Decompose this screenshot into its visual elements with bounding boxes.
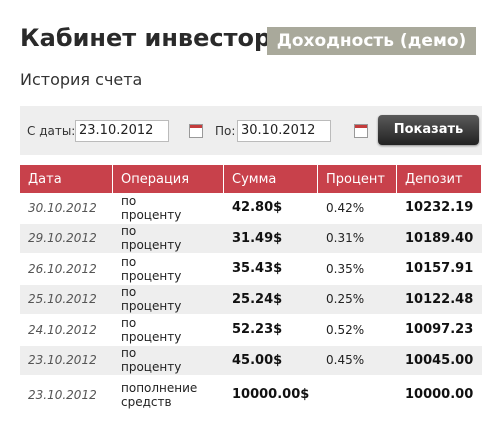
deposit-cell: 10157.91 [405,261,474,277]
deposit-cell: 10045.00 [405,352,474,368]
deposit-cell: 10097.23 [405,322,474,338]
page-title: Кабинет инвестора [20,24,288,52]
percent-cell: 0.42% [326,200,365,215]
operation-cell: по проценту [121,285,182,314]
calendar-icon[interactable] [189,124,203,138]
amount-cell: 42.80$ [232,200,283,216]
show-button[interactable]: Показать [378,115,479,145]
column-header: Процент [318,165,397,193]
deposit-cell: 10232.19 [405,200,474,216]
table-row: 23.10.2012 пополнение средств 10000.00$ 100… [20,376,482,413]
date-cell: 23.10.2012 [28,387,97,402]
table-row: 26.10.2012 по проценту 35.43$ 0.35% 10157.91 [20,254,482,285]
column-header: Сумма [224,165,318,193]
operation-cell: по проценту [121,193,182,222]
deposit-cell: 10000.00 [405,387,474,402]
table-row: 30.10.2012 по проценту 42.80$ 0.42% 10232.19 [20,193,482,224]
date-cell: 29.10.2012 [28,231,97,246]
to-input[interactable]: 30.10.2012 [237,120,331,142]
date-cell: 24.10.2012 [28,322,97,337]
amount-cell: 25.24$ [232,291,283,307]
amount-cell: 45.00$ [232,352,283,368]
column-header: Дата [20,165,113,193]
table-row: 23.10.2012 по проценту 45.00$ 0.45% 10045.00 [20,345,482,376]
date-cell: 23.10.2012 [28,353,97,368]
amount-cell: 52.23$ [232,322,283,338]
date-cell: 30.10.2012 [28,200,97,215]
from-label: С даты: [27,124,76,138]
section-title: История счета [20,70,143,89]
percent-cell: 0.35% [326,261,365,276]
percent-cell: 0.31% [326,231,365,246]
operation-cell: по проценту [121,346,182,375]
amount-cell: 31.49$ [232,230,283,246]
mode-badge[interactable]: Доходность (демо) [267,27,476,55]
column-header: Депозит [397,165,482,193]
percent-cell: 0.52% [326,322,365,337]
table-row: 29.10.2012 по проценту 31.49$ 0.31% 10189.40 [20,223,482,254]
percent-cell: 0.45% [326,353,365,368]
date-cell: 26.10.2012 [28,261,97,276]
amount-cell: 35.43$ [232,261,283,277]
column-header: Операция [113,165,224,193]
to-label: По: [215,124,236,138]
percent-cell: 0.25% [326,292,365,307]
table-row: 25.10.2012 по проценту 25.24$ 0.25% 10122.48 [20,284,482,315]
table-header: Дата Операция Сумма Процент Депозит [20,165,482,193]
table-row: 24.10.2012 по проценту 52.23$ 0.52% 10097.23 [20,315,482,346]
operation-cell: по проценту [121,224,182,253]
operation-cell: пополнение средств [121,380,198,409]
from-input[interactable]: 23.10.2012 [75,120,169,142]
deposit-cell: 10122.48 [405,291,474,307]
history-table: Дата Операция Сумма Процент Депозит 30.10.201… [20,165,482,413]
calendar-icon[interactable] [354,124,368,138]
operation-cell: по проценту [121,315,182,344]
amount-cell: 10000.00$ [232,387,310,402]
date-cell: 25.10.2012 [28,292,97,307]
deposit-cell: 10189.40 [405,230,474,246]
operation-cell: по проценту [121,254,182,283]
